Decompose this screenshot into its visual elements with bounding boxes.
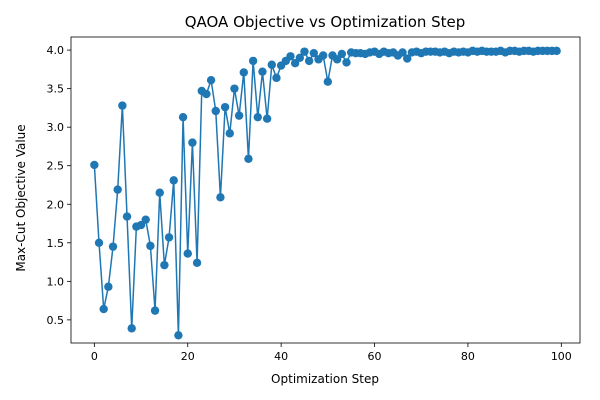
y-tick-label: 2.0: [47, 198, 65, 211]
data-point: [309, 48, 319, 58]
data-point: [267, 60, 276, 69]
data-point: [300, 47, 309, 56]
x-tick-label: 0: [91, 350, 98, 363]
data-point: [318, 51, 328, 60]
y-tick-label: 2.5: [47, 160, 65, 173]
data-point: [178, 112, 188, 122]
data-point: [286, 52, 295, 61]
chart-title: QAOA Objective vs Optimization Step: [185, 13, 466, 31]
data-point: [174, 331, 183, 340]
data-point: [108, 242, 118, 251]
data-point: [155, 188, 164, 197]
data-point: [104, 282, 113, 291]
x-tick-label: 80: [461, 350, 475, 363]
x-tick-label: 60: [368, 350, 382, 363]
y-tick-label: 3.5: [47, 83, 65, 96]
data-point: [146, 241, 155, 251]
data-point: [295, 53, 305, 63]
y-tick-label: 1.0: [47, 275, 65, 288]
data-point: [403, 54, 412, 63]
data-point: [304, 56, 314, 66]
data-point: [244, 154, 253, 163]
data-point: [552, 46, 561, 56]
x-axis-label: Optimization Step: [271, 372, 379, 386]
data-point: [342, 58, 351, 67]
y-tick-label: 0.5: [47, 314, 65, 327]
data-point: [398, 48, 407, 57]
data-point: [230, 84, 239, 93]
data-point: [164, 233, 174, 242]
y-tick-label: 1.5: [47, 237, 65, 250]
data-point: [220, 102, 230, 112]
x-tick-label: 40: [274, 350, 288, 363]
data-point: [169, 176, 178, 185]
data-point: [94, 238, 104, 247]
data-point: [225, 129, 234, 138]
data-point: [188, 138, 197, 147]
y-axis-label: Max-Cut Objective Value: [14, 124, 28, 271]
data-point: [113, 185, 122, 194]
data-point: [234, 111, 244, 120]
x-tick-label: 100: [551, 350, 572, 363]
data-point: [272, 73, 281, 83]
data-point: [192, 258, 202, 268]
data-point: [211, 106, 220, 116]
data-point: [90, 160, 99, 170]
data-point: [127, 324, 136, 333]
data-point: [258, 67, 267, 76]
data-point: [323, 77, 333, 86]
data-point: [248, 56, 258, 66]
data-point: [183, 249, 192, 258]
y-tick-label: 3.0: [47, 121, 65, 134]
data-point: [99, 304, 108, 314]
data-point: [118, 101, 127, 110]
data-point: [337, 49, 347, 59]
data-point: [216, 193, 225, 202]
data-point: [122, 212, 132, 221]
data-point: [202, 89, 211, 99]
data-point: [253, 112, 262, 122]
x-tick-label: 20: [181, 350, 195, 363]
data-point: [262, 114, 272, 123]
plot-area: 0 20 40 60 80 100 0.5 1.0 1.5 2.0 2.5 3.0 3.5 4.0: [47, 36, 581, 363]
data-point: [206, 75, 216, 85]
data-point: [141, 215, 150, 224]
data-point: [150, 306, 160, 315]
y-tick-label: 4.0: [47, 44, 65, 57]
data-point: [239, 68, 248, 77]
data-point: [160, 260, 169, 270]
plot-frame: [70, 36, 581, 344]
